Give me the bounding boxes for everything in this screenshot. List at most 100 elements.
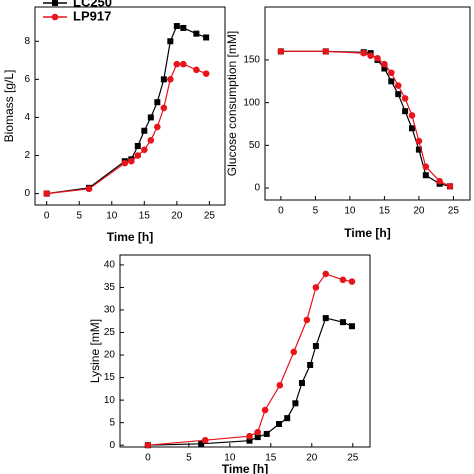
y-tick-label: 0 <box>109 440 115 451</box>
marker <box>415 137 423 145</box>
marker <box>322 315 329 322</box>
legend-marker <box>52 0 58 6</box>
marker <box>339 276 347 284</box>
plot-frame <box>264 6 471 201</box>
marker <box>254 434 261 441</box>
chart: 0 5 10 15 20 25 30 35 40 0 5 10 15 20 25 Time [h] Lysine… <box>88 254 371 474</box>
marker <box>173 23 180 30</box>
marker <box>298 380 305 386</box>
y-tick-label: 20 <box>104 350 116 361</box>
marker <box>446 183 454 190</box>
marker <box>312 343 319 350</box>
marker <box>276 421 283 428</box>
marker <box>193 30 200 37</box>
marker <box>290 348 298 356</box>
marker <box>147 114 154 121</box>
marker <box>203 34 210 41</box>
marker <box>408 112 416 119</box>
marker <box>180 60 187 68</box>
chart: 0 50 100 150 0 5 10 15 20 25 Time [h] Glucose consu… <box>225 6 471 240</box>
marker <box>381 60 388 68</box>
y-tick-label: 10 <box>104 395 116 406</box>
marker <box>193 66 200 74</box>
marker <box>263 430 270 437</box>
marker <box>134 142 141 149</box>
marker <box>128 157 135 165</box>
marker <box>277 48 285 55</box>
marker <box>85 185 93 193</box>
x-tick-label: 15 <box>379 206 391 217</box>
x-axis-label: Time [h] <box>222 462 268 474</box>
marker <box>422 172 429 179</box>
marker <box>394 82 402 89</box>
marker <box>401 95 409 102</box>
y-tick-label: 6 <box>24 74 30 85</box>
marker <box>303 316 311 324</box>
x-tick-label: 10 <box>224 453 236 464</box>
marker <box>348 323 355 330</box>
series-line <box>147 317 353 446</box>
y-axis-label: Glucose consumption [mM] <box>225 31 239 176</box>
marker <box>144 441 152 449</box>
x-tick-label: 5 <box>186 453 192 464</box>
marker <box>312 284 320 291</box>
y-tick-label: 100 <box>243 97 260 108</box>
y-tick-label: 25 <box>104 327 116 338</box>
x-tick-label: 20 <box>171 211 183 222</box>
marker <box>422 163 430 170</box>
x-tick-label: 15 <box>265 453 277 464</box>
x-tick-label: 10 <box>106 211 118 222</box>
marker <box>180 24 187 31</box>
marker <box>134 152 142 159</box>
marker <box>322 48 330 55</box>
marker <box>395 91 402 98</box>
marker <box>307 361 314 368</box>
marker <box>436 177 443 185</box>
x-axis-label: Time [h] <box>344 226 390 240</box>
marker <box>246 432 253 440</box>
y-tick-label: 4 <box>24 112 30 123</box>
marker <box>348 278 356 285</box>
marker <box>198 440 205 447</box>
legend-label: LC250 <box>73 0 112 9</box>
y-tick-label: 150 <box>243 55 260 66</box>
x-tick-label: 20 <box>306 453 318 464</box>
marker <box>147 136 155 144</box>
series-line <box>46 63 207 195</box>
marker <box>201 436 209 444</box>
x-tick-label: 10 <box>344 206 356 217</box>
x-tick-label: 20 <box>413 206 425 217</box>
marker <box>141 146 148 154</box>
series-line <box>147 273 353 446</box>
y-tick-label: 5 <box>109 417 115 428</box>
x-tick-label: 0 <box>278 206 284 217</box>
marker <box>246 437 253 444</box>
legend-marker <box>51 13 59 21</box>
marker <box>121 159 129 167</box>
x-tick-label: 5 <box>76 211 82 222</box>
marker <box>388 78 395 85</box>
marker <box>409 125 416 132</box>
chart: 0 2 4 6 8 0 5 10 15 20 25 Time [h] Biomass [g/L] LC25… <box>2 0 226 244</box>
plot-frame <box>34 6 226 206</box>
y-axis-label: Lysine [mM] <box>88 319 102 383</box>
marker <box>167 38 174 45</box>
y-tick-label: 0 <box>24 188 30 199</box>
marker <box>154 99 161 106</box>
marker <box>339 319 346 326</box>
marker <box>160 76 167 83</box>
marker <box>276 381 284 389</box>
y-axis-label: Biomass [g/L] <box>2 70 16 143</box>
marker <box>367 52 374 59</box>
x-tick-label: 5 <box>313 206 319 217</box>
y-tick-label: 0 <box>254 183 260 194</box>
x-tick-label: 25 <box>204 211 216 222</box>
marker <box>360 49 368 57</box>
marker <box>43 190 51 197</box>
marker <box>284 415 291 422</box>
marker <box>388 69 395 77</box>
y-tick-label: 40 <box>104 260 116 271</box>
y-tick-label: 15 <box>104 372 116 383</box>
x-tick-label: 25 <box>347 453 359 464</box>
